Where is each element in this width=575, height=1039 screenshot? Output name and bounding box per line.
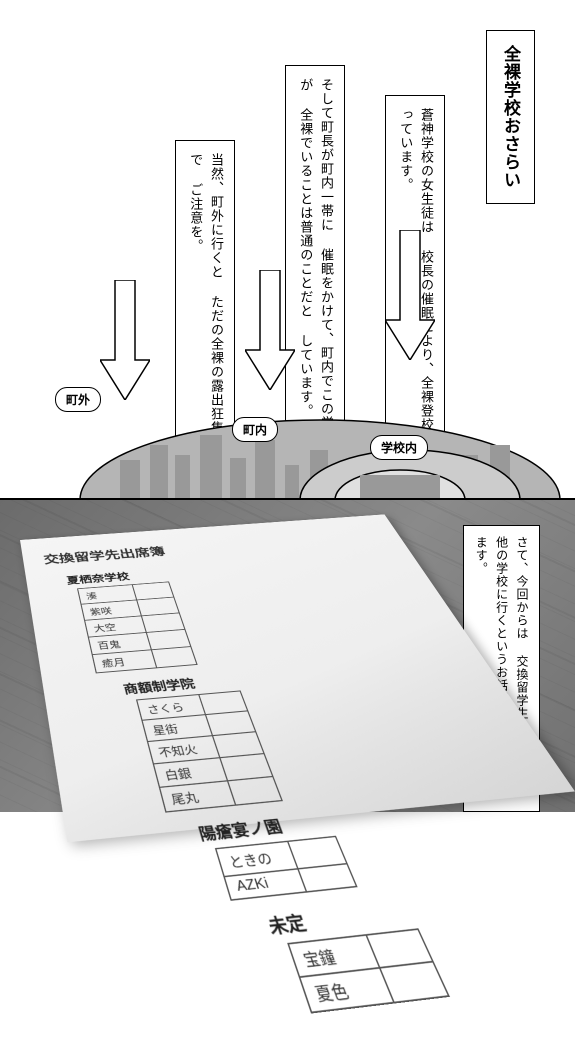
student-check-cell (151, 647, 197, 668)
student-name-cell: 尾丸 (159, 781, 235, 812)
student-name-cell: 夏色 (300, 968, 395, 1013)
zone-label-outside: 町外 (55, 387, 101, 412)
student-check-cell (228, 776, 283, 805)
roster-table: さくら星街不知火白銀尾丸 (136, 690, 283, 812)
roster-table: 宝鐘夏色 (287, 928, 450, 1013)
roster-table: ときのAZKi (215, 836, 358, 901)
school-block: 夏栖奈学校湊紫咲大空百鬼癒月 (65, 550, 450, 674)
zone-label-town: 町内 (232, 417, 278, 442)
roster-table: 湊紫咲大空百鬼癒月 (77, 581, 198, 673)
zone-label-school: 学校内 (370, 435, 428, 460)
school-block: 未定宝鐘夏色 (265, 876, 575, 1015)
title-box: 全裸学校おさらい (486, 30, 535, 204)
student-name-cell: 癒月 (92, 650, 156, 673)
school-block: 商額制学院さくら星街不知火白銀尾丸 (121, 652, 537, 813)
zone-diagram (0, 340, 575, 500)
student-check-cell (298, 864, 357, 892)
